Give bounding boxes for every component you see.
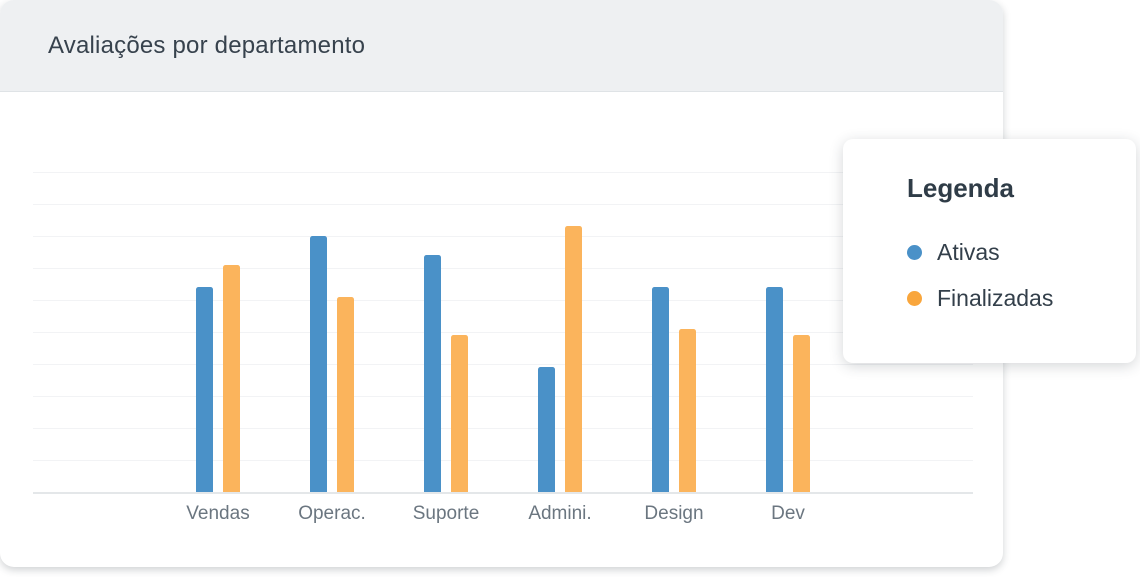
chart-card: Avaliações por departamento Vendas Operac… bbox=[0, 0, 1003, 524]
bar-ativas-design[interactable] bbox=[652, 287, 669, 492]
bar-ativas-vendas[interactable] bbox=[196, 287, 213, 492]
gridline bbox=[33, 268, 973, 269]
legend-item-ativas[interactable]: Ativas bbox=[907, 229, 1053, 275]
legend-list: Ativas Finalizadas bbox=[907, 229, 1053, 321]
legend-card: Legenda Ativas Finalizadas bbox=[843, 139, 1136, 363]
gridline bbox=[33, 364, 973, 365]
gridline bbox=[33, 428, 973, 429]
gridline bbox=[33, 236, 973, 237]
card-header: Avaliações por departamento bbox=[0, 0, 1003, 92]
gridline bbox=[33, 332, 973, 333]
bar-finalizadas-vendas[interactable] bbox=[223, 264, 240, 492]
legend-title: Legenda bbox=[907, 173, 1014, 203]
gridline bbox=[33, 396, 973, 397]
bar-finalizadas-suporte[interactable] bbox=[451, 335, 468, 492]
gridline bbox=[33, 300, 973, 301]
gridline bbox=[33, 460, 973, 461]
legend-item-label: Finalizadas bbox=[937, 284, 1054, 311]
x-axis-label-admini: Admini. bbox=[528, 503, 592, 524]
bar-finalizadas-admini[interactable] bbox=[565, 226, 582, 492]
bar-ativas-admini[interactable] bbox=[538, 367, 555, 492]
bar-finalizadas-dev[interactable] bbox=[793, 335, 810, 492]
bar-chart-plot-area: Vendas Operac. Suporte Admini. Design Dev bbox=[33, 172, 973, 524]
marker-icon-finalizadas bbox=[907, 290, 922, 306]
chart-title: Avaliações por departamento bbox=[48, 31, 366, 59]
x-axis-label-vendas: Vendas bbox=[186, 503, 250, 524]
bar-finalizadas-operac[interactable] bbox=[337, 296, 354, 492]
x-axis-label-dev: Dev bbox=[771, 503, 805, 524]
legend-item-label: Ativas bbox=[937, 238, 1000, 265]
x-axis-label-operac: Operac. bbox=[298, 503, 366, 524]
legend-item-finalizadas[interactable]: Finalizadas bbox=[907, 275, 1053, 321]
bar-finalizadas-design[interactable] bbox=[679, 328, 696, 492]
bar-ativas-operac[interactable] bbox=[310, 236, 327, 492]
x-axis-label-design: Design bbox=[644, 503, 704, 524]
bar-ativas-suporte[interactable] bbox=[424, 255, 441, 492]
marker-icon-ativas bbox=[907, 244, 922, 260]
gridline bbox=[33, 172, 973, 173]
gridline bbox=[33, 204, 973, 205]
x-axis-label-suporte: Suporte bbox=[412, 503, 480, 524]
bar-ativas-dev[interactable] bbox=[766, 287, 783, 492]
x-axis-line bbox=[33, 492, 973, 494]
